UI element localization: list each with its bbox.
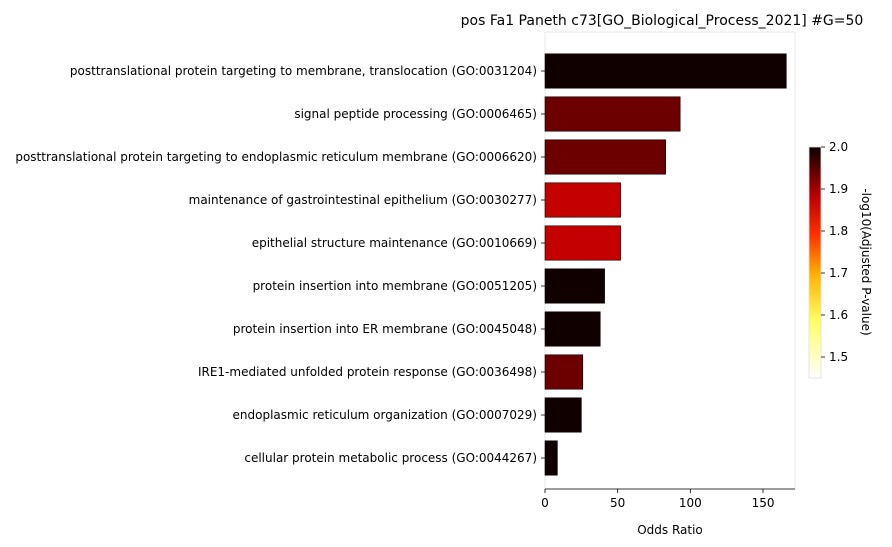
category-labels: posttranslational protein targeting to m… [15,64,545,465]
x-tick-label: 100 [679,496,702,510]
bar [544,96,681,132]
category-label: protein insertion into ER membrane (GO:0… [233,322,537,336]
category-label: IRE1-mediated unfolded protein response … [198,365,537,379]
x-tick-label: 0 [541,496,549,510]
colorbar-tick-label: 2.0 [829,140,848,154]
bar [544,53,787,89]
chart-title: pos Fa1 Paneth c73[GO_Biological_Process… [461,13,864,29]
colorbar-tick-label: 1.9 [829,182,848,196]
category-label: maintenance of gastrointestinal epitheli… [189,193,537,207]
category-label: cellular protein metabolic process (GO:0… [244,451,537,465]
bar [544,354,584,390]
bar [544,225,621,261]
x-tick-label: 150 [752,496,775,510]
colorbar-tick-label: 1.7 [829,266,848,280]
bar [544,311,601,347]
bar [544,139,666,175]
category-label: posttranslational protein targeting to m… [70,64,537,78]
colorbar-tick-label: 1.5 [829,350,848,364]
bar [544,397,582,433]
x-axis-label: Odds Ratio [637,523,703,537]
colorbar-label: -log10(Adjusted P-value) [859,188,873,335]
colorbar-ticks: 1.5 1.6 1.7 1.8 1.9 2.0 [821,140,848,364]
colorbar [808,146,822,379]
bars-layer [544,53,787,476]
category-label: epithelial structure maintenance (GO:001… [252,236,537,250]
category-label: endoplasmic reticulum organization (GO:0… [233,408,538,422]
colorbar-tick-label: 1.6 [829,308,848,322]
category-label: signal peptide processing (GO:0006465) [294,107,537,121]
colorbar-tick-label: 1.8 [829,224,848,238]
bar [544,182,621,218]
bar [544,440,558,476]
category-label: protein insertion into membrane (GO:0051… [253,279,537,293]
category-label: posttranslational protein targeting to e… [15,150,537,164]
x-axis-ticks: 0 50 100 150 [541,489,774,510]
x-tick-label: 50 [610,496,625,510]
bar [544,268,605,304]
